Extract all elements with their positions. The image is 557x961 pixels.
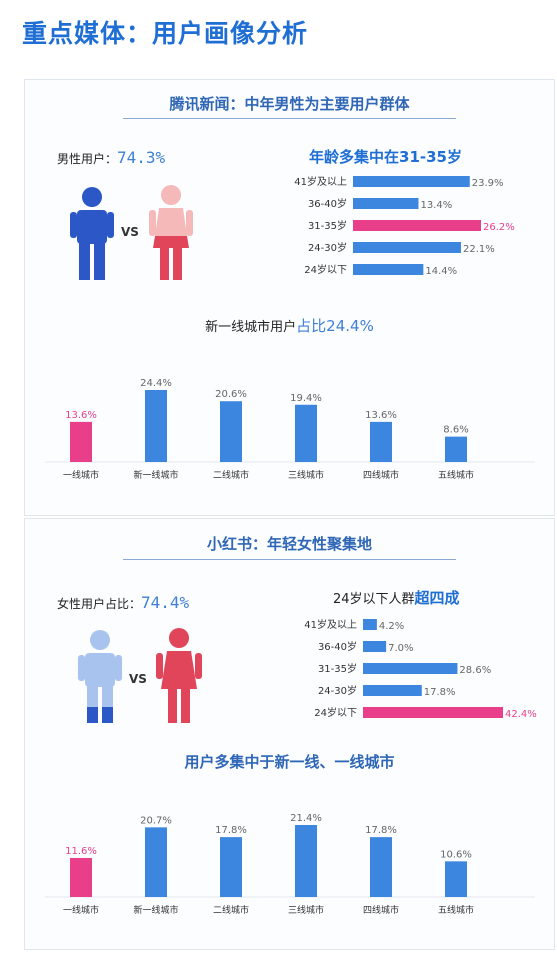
city-value-label: 13.6% — [65, 410, 97, 421]
xhs-city-chart: 11.6% 一线城市 20.7% 新一线城市 17.8% 二线城市 21.4% 三线城市 17.… — [45, 813, 535, 916]
city-bar — [370, 421, 392, 462]
female-ratio-value: 74.4% — [141, 593, 190, 612]
age-category-label: 36-40岁 — [308, 197, 347, 210]
xhs-age-title: 24岁以下人群超四成 — [333, 587, 460, 608]
city-category-label: 二线城市 — [213, 469, 249, 481]
age-value-label: 42.4% — [505, 709, 537, 720]
city-category-label: 二线城市 — [213, 904, 249, 916]
city-category-label: 新一线城市 — [133, 904, 178, 916]
male-ratio-value: 74.3% — [117, 148, 166, 167]
tencent-city-title-highlight: 占比24.4% — [296, 317, 374, 335]
city-category-label: 三线城市 — [288, 469, 324, 481]
age-bar — [353, 264, 424, 275]
xhs-panel: 小红书：年轻女性聚集地 女性用户占比：74.4% VS 24岁以下人群超四成 4… — [24, 518, 555, 950]
city-bar — [70, 857, 92, 897]
city-bar — [295, 404, 317, 462]
city-value-label: 21.4% — [290, 813, 322, 824]
xhs-title-underline — [123, 559, 456, 560]
city-bar — [145, 827, 167, 897]
female-ratio-label: 女性用户占比： — [57, 597, 142, 611]
xhs-vs-label: VS — [129, 672, 147, 686]
age-bar — [363, 619, 377, 630]
age-category-label: 36-40岁 — [318, 640, 357, 653]
age-category-label: 24-30岁 — [308, 241, 347, 254]
city-value-label: 11.6% — [65, 846, 97, 857]
female-figure-icon — [149, 185, 193, 280]
city-bar — [445, 861, 467, 897]
tencent-male-ratio: 男性用户：74.3% — [57, 148, 165, 167]
city-bar — [145, 390, 167, 462]
tencent-city-title-prefix: 新一线城市用户 — [205, 320, 297, 335]
city-category-label: 五线城市 — [438, 904, 474, 916]
tencent-city-title: 新一线城市用户占比24.4% — [25, 315, 554, 336]
age-bar — [353, 198, 419, 209]
age-category-label: 24岁以下 — [304, 263, 347, 276]
age-value-label: 7.0% — [388, 643, 413, 654]
age-category-label: 41岁及以上 — [294, 175, 347, 188]
city-category-label: 一线城市 — [63, 904, 99, 916]
xhs-age-chart: 41岁及以上 4.2% 36-40岁 7.0% 31-35岁 28.6% 24-30岁 17.… — [304, 618, 537, 720]
tencent-section-title: 腾讯新闻：中年男性为主要用户群体 — [169, 95, 410, 113]
tencent-panel: 腾讯新闻：中年男性为主要用户群体 男性用户：74.3% VS 年龄多集中在31-… — [24, 79, 555, 516]
city-value-label: 13.6% — [365, 410, 397, 421]
age-value-label: 4.2% — [379, 621, 404, 632]
city-bar — [70, 421, 92, 462]
xhs-female-ratio: 女性用户占比：74.4% — [57, 593, 189, 612]
age-bar — [353, 176, 470, 187]
city-category-label: 五线城市 — [438, 469, 474, 481]
city-value-label: 20.7% — [140, 815, 172, 826]
age-bar — [353, 242, 461, 253]
age-bar — [363, 663, 458, 674]
age-category-label: 41岁及以上 — [304, 618, 357, 631]
age-bar — [363, 707, 503, 718]
city-bar — [295, 825, 317, 897]
age-value-label: 17.8% — [424, 687, 456, 698]
city-bar — [220, 837, 242, 897]
city-value-label: 24.4% — [140, 378, 172, 389]
xhs-city-title: 用户多集中于新一线、一线城市 — [184, 753, 395, 771]
city-category-label: 一线城市 — [63, 469, 99, 481]
tencent-city-chart: 13.6% 一线城市 24.4% 新一线城市 20.6% 二线城市 19.4% 三线城市 13.… — [45, 378, 535, 481]
city-value-label: 17.8% — [215, 825, 247, 836]
age-value-label: 28.6% — [459, 665, 491, 676]
age-value-label: 26.2% — [483, 222, 515, 233]
male-ratio-label: 男性用户： — [57, 152, 118, 166]
age-value-label: 14.4% — [425, 266, 457, 277]
male-figure-icon — [70, 187, 114, 280]
tencent-age-chart: 41岁及以上 23.9% 36-40岁 13.4% 31-35岁 26.2% 24-30岁 2… — [294, 175, 515, 277]
xhs-section-title: 小红书：年轻女性聚集地 — [206, 535, 372, 553]
city-category-label: 新一线城市 — [133, 469, 178, 481]
tencent-age-title: 年龄多集中在31-35岁 — [309, 148, 462, 166]
xhs-age-title-prefix: 24岁以下人群 — [333, 592, 415, 607]
city-value-label: 10.6% — [440, 849, 472, 860]
city-value-label: 20.6% — [215, 389, 247, 400]
male-figure-icon — [78, 630, 122, 723]
page-title: 重点媒体：用户画像分析 — [22, 19, 309, 48]
age-value-label: 23.9% — [472, 178, 504, 189]
city-category-label: 四线城市 — [363, 469, 399, 481]
age-bar — [363, 685, 422, 696]
age-category-label: 24-30岁 — [318, 684, 357, 697]
age-category-label: 31-35岁 — [318, 662, 357, 675]
city-value-label: 19.4% — [290, 393, 322, 404]
age-value-label: 22.1% — [463, 244, 495, 255]
city-bar — [445, 436, 467, 462]
city-value-label: 17.8% — [365, 825, 397, 836]
age-bar — [353, 220, 481, 231]
age-bar — [363, 641, 387, 652]
city-category-label: 三线城市 — [288, 904, 324, 916]
age-value-label: 13.4% — [420, 200, 452, 211]
city-value-label: 8.6% — [443, 425, 468, 436]
age-category-label: 31-35岁 — [308, 219, 347, 232]
tencent-vs-label: VS — [121, 225, 139, 239]
female-figure-icon — [156, 628, 202, 723]
xhs-age-title-highlight: 超四成 — [414, 589, 460, 607]
age-category-label: 24岁以下 — [314, 706, 357, 719]
city-category-label: 四线城市 — [363, 904, 399, 916]
city-bar — [220, 401, 242, 462]
city-bar — [370, 837, 392, 897]
tencent-title-underline — [123, 118, 456, 119]
